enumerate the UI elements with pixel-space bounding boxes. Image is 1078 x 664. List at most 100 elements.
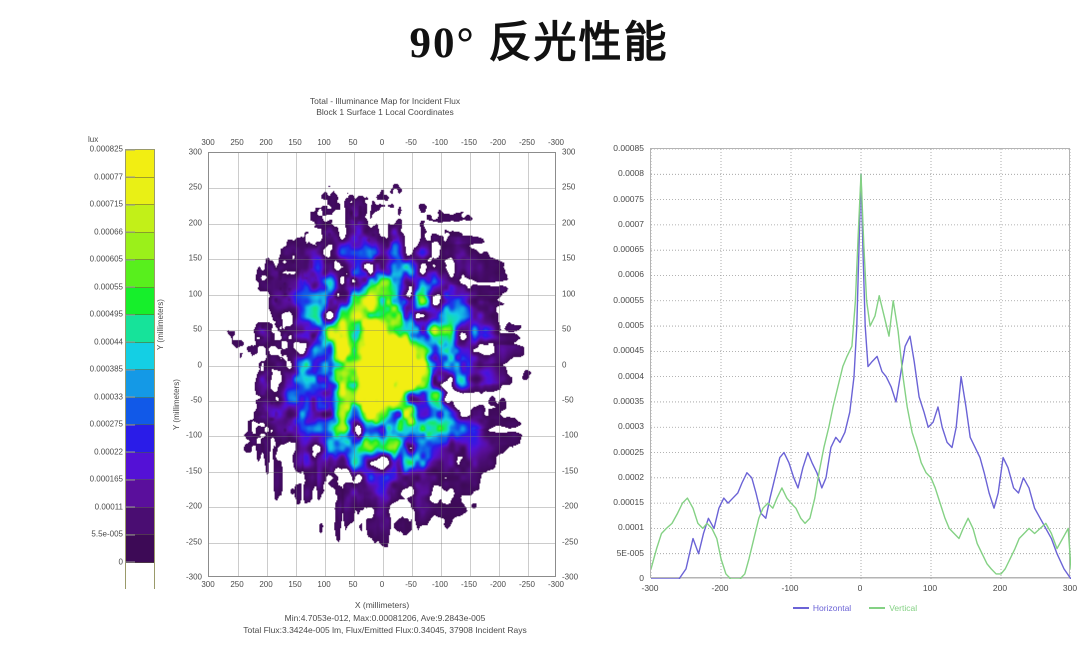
- heatmap-y-tick-left: 50: [193, 324, 202, 334]
- chart-x-tick: -100: [781, 583, 799, 593]
- heatmap-top-tick: -300: [547, 138, 565, 147]
- heatmap-y-tick-left: 250: [188, 182, 202, 192]
- heatmap-caption: Min:4.7053e-012, Max:0.00081206, Ave:9.2…: [150, 612, 620, 636]
- chart-y-tick: 0.0001: [618, 522, 644, 533]
- colorbar-tick-mark: [125, 534, 135, 535]
- chart-x-tick: 200: [992, 583, 1008, 593]
- heatmap-y-tick-right: 150: [562, 253, 576, 263]
- colorbar-tick-mark: [125, 451, 135, 453]
- heatmap-top-tick: 300: [201, 138, 215, 147]
- chart-y-tick: 0.00055: [613, 294, 644, 305]
- heatmap-x-tick: 200: [259, 580, 273, 589]
- chart-y-tick: 0.00025: [613, 446, 644, 457]
- colorbar-tick-mark: [125, 149, 135, 150]
- heatmap-y-tick-right: -300: [562, 572, 579, 582]
- colorbar-segment: [126, 507, 154, 535]
- heatmap-y-tick-left: 200: [188, 218, 202, 228]
- heatmap-top-tick: -50: [405, 138, 417, 147]
- heatmap-y-tick-left: -100: [185, 430, 202, 440]
- heatmap-x-tick: 50: [348, 580, 358, 589]
- colorbar-tick-label: 5.5e-005: [91, 530, 135, 539]
- colorbar-segment: [126, 370, 154, 398]
- heatmap-y-tick-left: 150: [188, 253, 202, 263]
- legend-label: Horizontal: [812, 602, 852, 613]
- heatmap-y-tick-left: -150: [185, 466, 202, 476]
- chart-x-tick: -300: [641, 583, 659, 593]
- colorbar-segment: [126, 342, 154, 370]
- heatmap-canvas: [209, 153, 555, 576]
- chart-y-tick: 0.00035: [613, 395, 644, 406]
- heatmap-y-tick-left: -50: [190, 395, 202, 405]
- heatmap-y-tick-left: -200: [185, 501, 202, 511]
- colorbar-segment: [126, 452, 154, 480]
- chart-y-tick: 0.00075: [613, 193, 644, 204]
- colorbar-segment: [126, 260, 154, 288]
- heatmap-y-tick-left: 0: [197, 360, 202, 369]
- cross-section-plot: [651, 149, 1071, 579]
- colorbar-axis-label: Y (millimeters): [156, 299, 165, 350]
- heatmap-y-tick-right: -50: [562, 395, 574, 405]
- colorbar-tick-mark: [125, 506, 135, 508]
- chart-x-tick: 100: [922, 583, 938, 593]
- colorbar-tick-mark: [125, 231, 135, 233]
- colorbar-tick-label: 0.00066: [94, 227, 135, 236]
- colorbar-segment: [126, 425, 154, 453]
- colorbar-tick-label: 0.000275: [90, 420, 135, 429]
- heatmap-x-tick: -200: [489, 580, 507, 589]
- heatmap-y-axis-label: Y (millimeters): [172, 379, 181, 430]
- colorbar-segment: [126, 205, 154, 233]
- colorbar-tick-label: 0.00022: [94, 447, 135, 456]
- chart-y-tick: 0.00045: [613, 345, 644, 356]
- chart-y-tick: 0.0007: [618, 218, 644, 229]
- heatmap-top-tick: 0: [379, 138, 385, 147]
- colorbar-tick-mark: [125, 424, 135, 425]
- colorbar-segment: [126, 535, 154, 563]
- chart-y-tick: 0.00065: [613, 244, 644, 255]
- colorbar-tick-mark: [125, 259, 135, 260]
- chart-series-vertical: [651, 173, 1071, 579]
- heatmap-y-tick-right: 50: [562, 324, 571, 334]
- heatmap-top-tick: -150: [460, 138, 478, 147]
- heatmap-top-tick: 50: [348, 138, 358, 147]
- colorbar-segment: [126, 315, 154, 343]
- heatmap-y-tick-right: 100: [562, 289, 576, 299]
- colorbar-gradient: [125, 149, 155, 590]
- heatmap-x-tick: -250: [518, 580, 536, 589]
- colorbar-tick-label: 0.00077: [94, 172, 135, 181]
- heatmap-y-tick-right: 300: [562, 147, 576, 157]
- heatmap-x-axis-label: X (millimeters): [354, 600, 410, 610]
- heatmap-y-tick-right: 200: [562, 218, 576, 228]
- heatmap-y-tick-left: 100: [188, 289, 202, 299]
- colorbar-tick-mark: [125, 561, 135, 563]
- heatmap-y-tick-left: 300: [188, 147, 202, 157]
- heatmap-top-tick: 250: [230, 138, 244, 147]
- heatmap-top-tick: -100: [431, 138, 449, 147]
- colorbar-segment: [126, 397, 154, 425]
- colorbar-tick-label: 0.00055: [94, 282, 135, 291]
- chart-x-tick: 300: [1062, 583, 1078, 593]
- colorbar-tick-mark: [125, 479, 135, 480]
- heatmap-y-tick-right: 0: [562, 360, 567, 369]
- colorbar-segment: [126, 562, 154, 590]
- heatmap-y-tick-left: -300: [185, 572, 202, 582]
- colorbar-tick-label: 0.000715: [90, 200, 135, 209]
- colorbar-segment: [126, 287, 154, 315]
- colorbar-tick-label: 0.00033: [94, 392, 135, 401]
- legend-label: Vertical: [889, 602, 918, 613]
- colorbar-tick-label: 0.000495: [90, 310, 135, 319]
- heatmap-y-tick-right: 250: [562, 182, 576, 192]
- legend-swatch: [792, 607, 809, 609]
- page-title: 90° 反光性能: [409, 20, 669, 67]
- chart-y-tick: 0.00015: [613, 497, 644, 508]
- heatmap-y-tick-right: -150: [562, 466, 579, 476]
- cross-section-chart: [650, 148, 1071, 579]
- colorbar-segment: [126, 232, 154, 260]
- colorbar-segment: [126, 177, 154, 205]
- heatmap-top-tick: -250: [518, 138, 536, 147]
- heatmap-y-tick-right: -200: [562, 501, 579, 511]
- heatmap-header: Total - Illuminance Map for Incident Flu…: [185, 96, 585, 118]
- colorbar-unit-label: lux: [88, 135, 99, 144]
- heatmap-x-tick: 150: [288, 580, 302, 589]
- heatmap-x-tick: 0: [379, 580, 385, 589]
